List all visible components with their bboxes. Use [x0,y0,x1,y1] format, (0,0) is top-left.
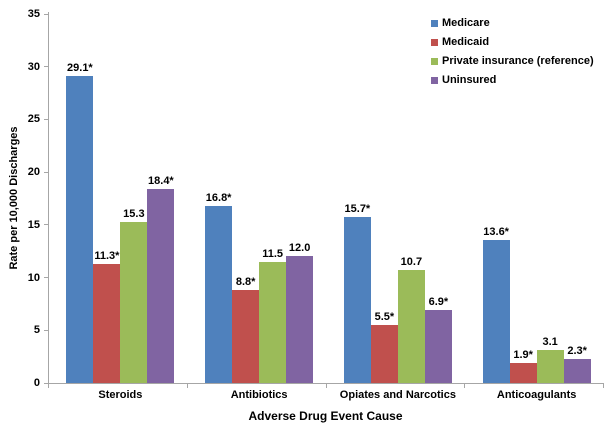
y-axis-tick-label: 15 [27,218,40,231]
bar-value-label: 8.8* [235,276,256,289]
legend-marker-icon [431,19,438,27]
y-axis-tick [44,66,48,68]
category-label: Antibiotics [230,389,288,401]
bar-private-insurance-reference--opiates-and-narcotics [397,270,425,383]
legend-item-private-insurance-reference-: Private insurance (reference) [431,55,594,67]
bar-value-label: 12.0 [288,242,311,255]
bar-medicare-antibiotics [205,205,233,383]
y-axis-tick-label: 30 [27,60,40,73]
y-axis-tick [44,329,48,331]
legend-item-medicaid: Medicaid [431,36,594,48]
bar-value-label: 2.3* [567,344,587,357]
category-label: Opiates and Narcotics [339,389,456,401]
bar-medicaid-opiates-and-narcotics [370,325,398,383]
category-label: Anticoagulants [496,389,577,401]
bar-medicaid-anticoagulants [509,362,537,383]
legend-marker-icon [431,76,438,84]
bar-private-insurance-reference--antibiotics [259,261,287,383]
bar-medicare-steroids [66,76,94,383]
x-axis-title: Adverse Drug Event Cause [248,409,403,423]
bar-medicaid-steroids [93,263,121,383]
x-axis-line [48,383,604,384]
legend: Medicare Medicaid Private insurance (refer… [431,17,594,86]
legend-item-uninsured: Uninsured [431,74,594,86]
y-axis-tick [44,13,48,15]
bar-medicaid-antibiotics [232,290,260,383]
bar-value-label: 18.4* [148,175,174,187]
x-axis-tick [603,384,604,388]
bar-value-label: 29.1* [67,62,93,75]
bar-private-insurance-reference--steroids [120,221,148,383]
legend-label: Uninsured [442,74,497,86]
bar-value-label: 6.9* [428,296,449,309]
y-axis-tick [44,171,48,173]
bar-uninsured-opiates-and-narcotics [424,310,452,383]
bar-medicare-opiates-and-narcotics [343,217,371,383]
x-axis-tick [464,384,466,388]
legend-label: Medicare [442,17,490,29]
bar-medicare-anticoagulants [482,239,510,383]
y-axis-tick [44,382,48,384]
y-axis-tick-label: 35 [27,8,40,20]
y-axis-tick [44,118,48,120]
y-axis-tick-label: 0 [33,377,40,389]
bar-value-label: 1.9* [513,348,533,361]
bar-private-insurance-reference--anticoagulants [536,350,564,383]
y-axis-title: Rate per 10,000 Discharges [8,126,20,270]
legend-marker-icon [431,57,438,65]
x-axis-tick [325,384,327,388]
bar-uninsured-anticoagulants [563,358,591,383]
y-axis-tick [44,277,48,279]
y-axis-tick-label: 10 [27,271,40,284]
bar-value-label: 16.8* [205,191,232,204]
category-label: Steroids [98,389,143,401]
y-axis-line [48,12,49,384]
bar-uninsured-steroids [147,189,175,383]
bar-value-label: 11.5 [262,247,284,260]
y-axis-tick-label: 20 [27,166,40,179]
bar-value-label: 11.3* [94,249,120,262]
y-axis-tick-label: 25 [27,113,40,126]
y-axis-tick [44,224,48,226]
x-axis-tick [48,384,49,388]
y-axis-tick-label: 5 [33,324,40,337]
legend-item-medicare: Medicare [431,17,594,29]
x-axis-tick [186,384,188,388]
bar-value-label: 13.6* [483,225,509,238]
bar-value-label: 15.3 [123,207,145,220]
legend-label: Private insurance (reference) [442,55,594,67]
legend-marker-icon [431,38,438,46]
bar-value-label: 3.1 [542,336,558,349]
bar-value-label: 5.5* [374,311,395,323]
bar-uninsured-antibiotics [286,256,314,383]
legend-label: Medicaid [442,36,490,48]
bar-value-label: 15.7* [344,203,371,216]
bar-value-label: 10.7 [400,256,423,269]
